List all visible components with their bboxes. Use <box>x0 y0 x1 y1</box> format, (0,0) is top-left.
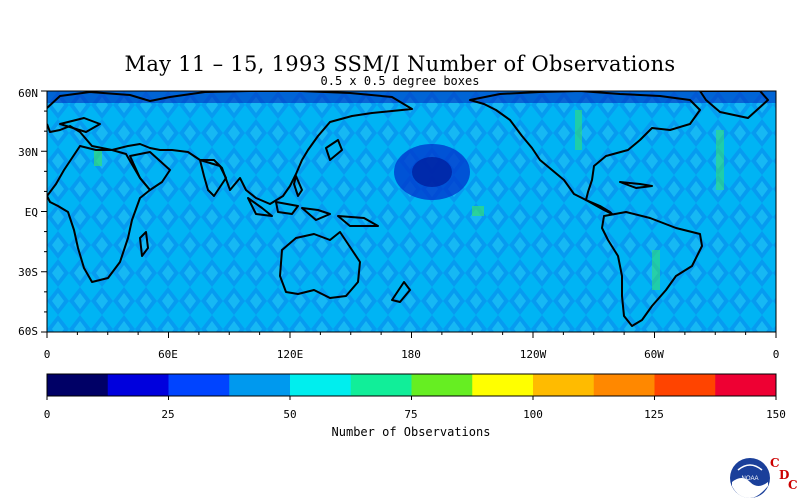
colorbar-swatch <box>593 374 655 396</box>
lon-label-120e: 120E <box>276 348 304 361</box>
colorbar-tick-50: 50 <box>283 408 297 421</box>
svg-text:NOAA: NOAA <box>741 476 758 482</box>
noaa-logo-icon: NOAA <box>730 458 770 498</box>
lat-label-30s: 30S <box>18 266 38 279</box>
colorbar-tick-25: 25 <box>161 408 175 421</box>
lat-label-30n: 30N <box>18 146 38 159</box>
polar-low-band <box>47 91 776 103</box>
colorbar-label: Number of Observations <box>331 425 491 439</box>
colorbar-tick-75: 75 <box>404 408 418 421</box>
colorbar <box>46 373 777 400</box>
colorbar-swatch <box>290 374 352 396</box>
colorbar-swatch <box>411 374 473 396</box>
lon-label-0-east: 0 <box>772 348 780 361</box>
colorbar-tick-100: 100 <box>523 408 543 421</box>
coastlines <box>47 91 769 327</box>
cdc-letter-2: D <box>779 468 790 482</box>
agency-logo: NOAA C D C <box>728 456 798 500</box>
lon-label-60w: 60W <box>644 348 664 361</box>
arabia-outline <box>129 151 171 191</box>
colorbar-tick-0: 0 <box>43 408 51 421</box>
india-outline <box>199 159 227 197</box>
lon-label-180: 180 <box>401 348 421 361</box>
cdc-letter-3: C <box>788 478 798 492</box>
cdc-letter-1: C <box>770 456 780 470</box>
colorbar-swatch <box>533 374 595 396</box>
colorbar-swatch <box>229 374 291 396</box>
ocean-field <box>47 91 776 332</box>
indonesia-outline <box>247 197 379 227</box>
lat-label-60n: 60N <box>18 87 38 100</box>
colorbar-swatch <box>47 374 109 396</box>
colorbar-swatch <box>107 374 169 396</box>
lon-label-120w: 120W <box>519 348 547 361</box>
map-title: May 11 – 15, 1993 SSM/I Number of Observ… <box>124 52 676 76</box>
lat-label-60s: 60S <box>18 325 38 338</box>
australia-outline <box>279 231 361 299</box>
lat-label-eq: EQ <box>24 206 38 219</box>
lon-label-60e: 60E <box>158 348 178 361</box>
north-america-outline <box>469 91 701 201</box>
colorbar-tick-125: 125 <box>644 408 664 421</box>
colorbar-swatch <box>472 374 534 396</box>
colorbar-swatch <box>350 374 412 396</box>
map-subtitle: 0.5 x 0.5 degree boxes <box>320 74 480 88</box>
lon-label-0: 0 <box>43 348 51 361</box>
colorbar-swatch <box>715 374 777 396</box>
colorbar-tick-150: 150 <box>766 408 786 421</box>
eurasia-outline <box>47 91 413 205</box>
south-america-outline <box>601 211 703 327</box>
colorbar-swatch <box>168 374 230 396</box>
colorbar-swatch <box>654 374 716 396</box>
greenland-outline <box>699 91 769 119</box>
